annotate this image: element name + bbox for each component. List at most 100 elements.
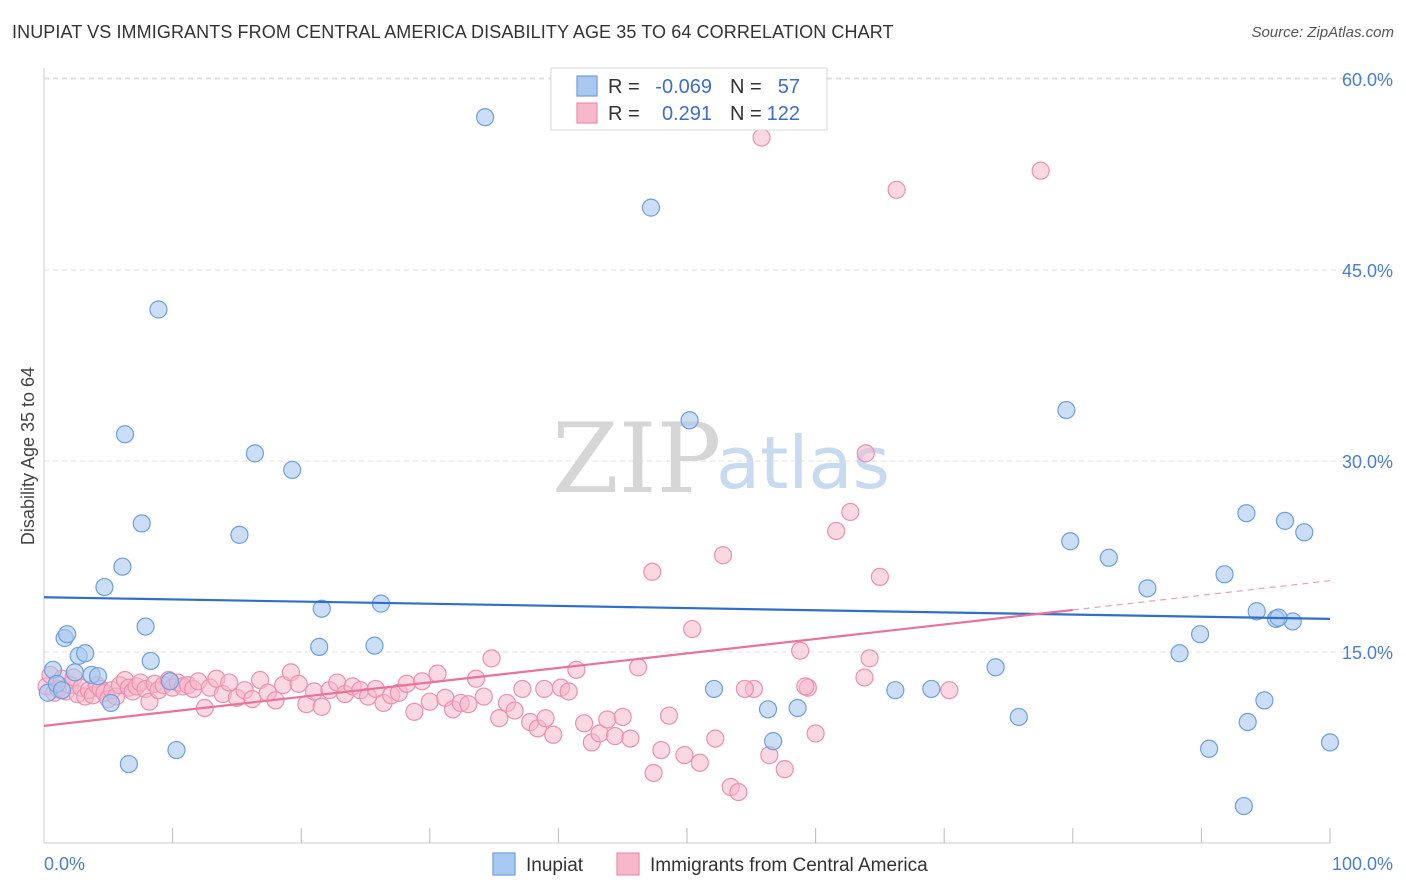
inupiat-point-49 — [1238, 712, 1257, 732]
bottom-legend-swatch-inupiat — [492, 852, 516, 876]
inupiat-point-46 — [1200, 739, 1219, 758]
immigrants-point-67 — [420, 692, 439, 711]
watermark-atlas: atlas — [716, 421, 890, 505]
legend-r-value-immigrants: 0.291 — [662, 103, 712, 125]
immigrants-point-87 — [575, 714, 594, 733]
immigrants-point-117 — [860, 649, 879, 668]
y-tick-labels: 15.0% 30.0% 45.0% 60.0% — [1342, 70, 1393, 663]
legend-n-value-immigrants: 122 — [767, 103, 800, 125]
legend-r-label-inupiat: R = — [608, 76, 640, 98]
immigrants-point-124 — [535, 679, 554, 699]
inupiat-point-40 — [1057, 400, 1076, 420]
immigrants-point-52 — [304, 682, 324, 701]
inupiat-point-5 — [58, 625, 77, 644]
y-axis-label: Disability Age 35 to 64 — [18, 367, 38, 545]
immigrants-point-92 — [613, 707, 632, 727]
inupiat-point-19 — [149, 300, 168, 319]
immigrants-point-115 — [841, 502, 860, 522]
immigrants-point-118 — [870, 567, 890, 586]
immigrants-trend-line — [43, 608, 1073, 727]
immigrants-point-66 — [412, 672, 432, 691]
inupiat-point-24 — [283, 460, 302, 480]
immigrants-point-74 — [474, 687, 493, 706]
immigrants-point-75 — [482, 649, 501, 668]
immigrants-point-97 — [659, 706, 679, 725]
inupiat-point-11 — [95, 577, 114, 597]
inupiat-point-41 — [1061, 532, 1080, 551]
inupiat-point-33 — [758, 700, 778, 719]
bottom-legend-label-inupiat: Inupiat — [526, 855, 584, 876]
immigrants-point-100 — [690, 753, 709, 772]
inupiat-point-22 — [230, 525, 249, 544]
immigrants-point-98 — [675, 746, 694, 765]
immigrants-point-86 — [567, 660, 586, 679]
axes — [43, 68, 1331, 844]
immigrants-point-85 — [559, 682, 578, 701]
inupiat-point-56 — [1295, 523, 1314, 542]
y-tick-label-2: 45.0% — [1342, 261, 1393, 281]
inupiat-point-26 — [312, 599, 331, 618]
immigrants-point-123 — [735, 679, 754, 699]
immigrants-point-104 — [729, 782, 748, 802]
x-tick-label-min: 0.0% — [44, 854, 85, 874]
inupiat-point-43 — [1138, 579, 1157, 598]
immigrants-point-90 — [598, 710, 617, 729]
inupiat-point-54 — [1275, 511, 1295, 530]
immigrants-point-93 — [621, 729, 640, 748]
watermark: ZIP atlas — [552, 403, 890, 515]
immigrants-point-107 — [775, 760, 794, 779]
inupiat-point-37 — [922, 679, 941, 699]
inupiat-point-35 — [788, 698, 807, 718]
legend-n-label-immigrants: N = — [730, 103, 762, 125]
immigrants-point-96 — [652, 740, 671, 760]
immigrants-point-94 — [629, 658, 648, 677]
inupiat-point-13 — [113, 557, 132, 576]
inupiat-point-32 — [704, 679, 724, 699]
immigrants-point-41 — [220, 673, 239, 692]
immigrants-point-91 — [605, 726, 625, 746]
immigrants-point-102 — [713, 546, 733, 565]
immigrants-point-65 — [405, 702, 424, 721]
gridlines — [44, 77, 1393, 653]
immigrants-point-121 — [940, 681, 959, 700]
immigrants-point-120 — [887, 180, 906, 199]
inupiat-point-36 — [886, 681, 905, 700]
inupiat-point-8 — [76, 644, 95, 663]
immigrants-point-78 — [505, 701, 524, 720]
immigrants-point-112 — [752, 128, 771, 147]
inupiat-point-57 — [1320, 733, 1340, 752]
inupiat-point-6 — [65, 663, 84, 682]
inupiat-point-38 — [986, 658, 1005, 677]
immigrants-point-99 — [683, 619, 702, 639]
inupiat-point-15 — [119, 754, 138, 774]
inupiat-point-27 — [365, 636, 384, 655]
inupiat-trend-line — [43, 596, 1331, 620]
immigrants-point-101 — [706, 729, 725, 748]
legend-n-label-inupiat: N = — [730, 76, 762, 98]
inupiat-point-23 — [245, 444, 265, 463]
immigrants-point-82 — [536, 709, 555, 728]
bottom-legend-label-immigrants: Immigrants from Central America — [650, 855, 928, 876]
legend-r-label-immigrants: R = — [608, 103, 640, 125]
legend-r-value-inupiat: -0.069 — [655, 76, 712, 98]
y-tick-label-3: 60.0% — [1342, 70, 1393, 90]
inupiat-point-34 — [764, 732, 783, 751]
inupiat-point-10 — [88, 667, 108, 686]
immigrants-point-114 — [827, 521, 846, 541]
inupiat-point-44 — [1170, 644, 1189, 663]
inupiat-point-20 — [160, 672, 180, 691]
immigrants-point-116 — [855, 668, 874, 687]
immigrants-point-111 — [643, 562, 662, 581]
immigrants-point-79 — [513, 679, 532, 699]
inupiat-point-25 — [310, 637, 329, 657]
inupiat-point-17 — [136, 617, 155, 636]
inupiat-point-51 — [1255, 691, 1274, 710]
y-tick-label-1: 30.0% — [1342, 452, 1393, 472]
inupiat-point-42 — [1099, 548, 1118, 567]
immigrants-point-95 — [644, 763, 663, 783]
immigrants-point-72 — [459, 695, 478, 714]
legend-swatch-inupiat — [576, 75, 598, 97]
immigrants-points — [37, 128, 1050, 802]
immigrants-point-76 — [490, 709, 509, 728]
